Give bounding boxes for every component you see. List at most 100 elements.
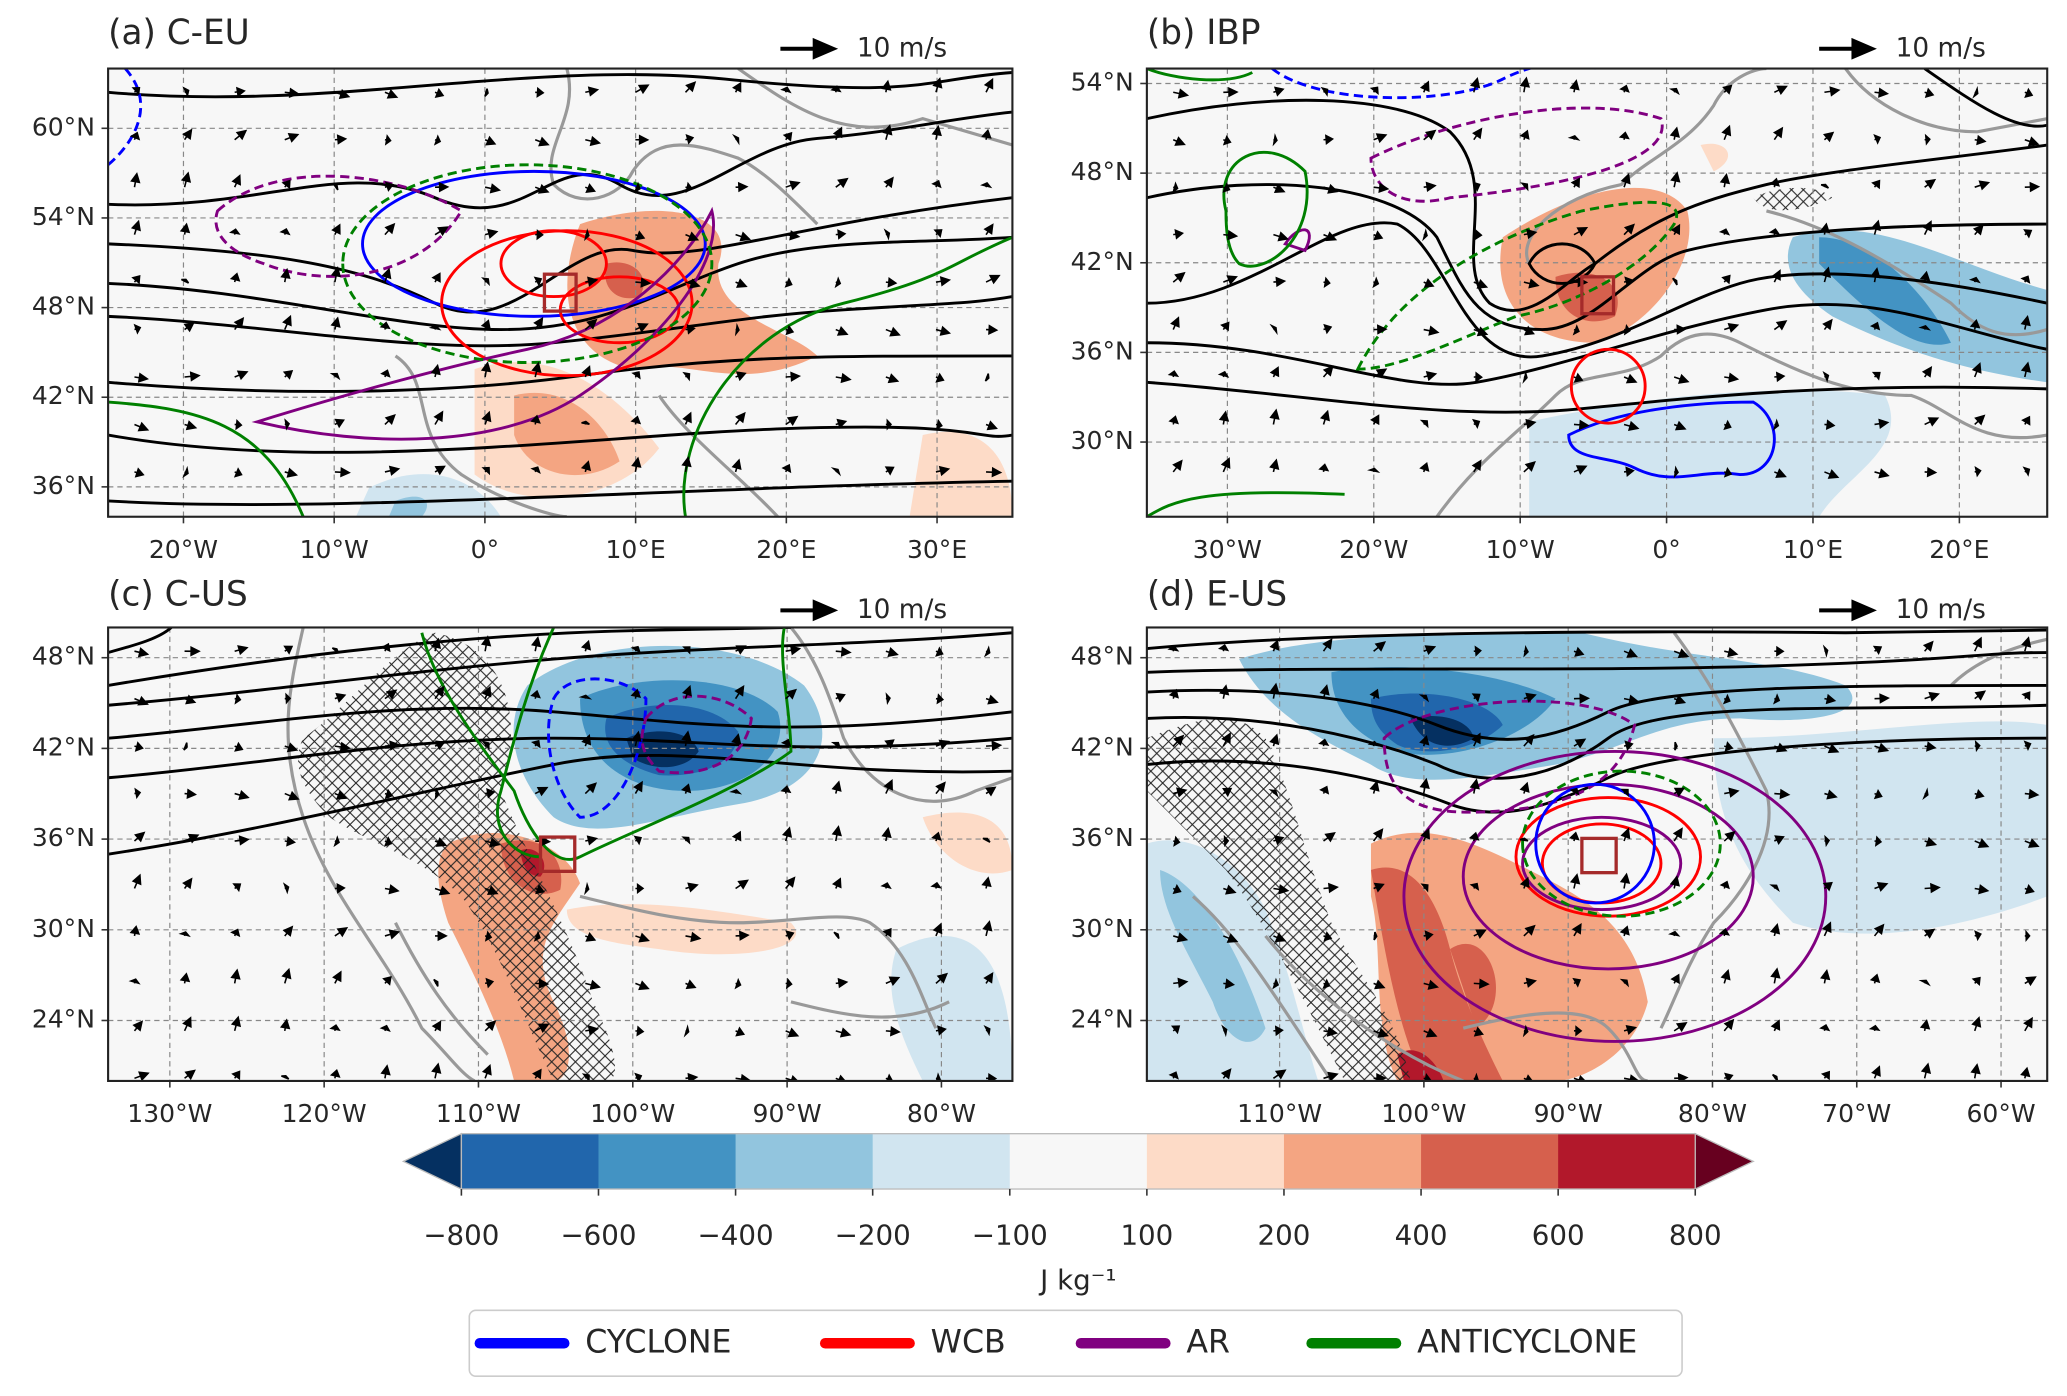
wind-vector [1820, 266, 1832, 283]
wind-vector [734, 322, 740, 337]
wind-vector [1674, 741, 1678, 751]
wind-vector [835, 177, 849, 189]
wind-vector [535, 229, 544, 241]
colorbar-tick-label: −400 [698, 1218, 774, 1251]
x-tick-label: 10°W [300, 535, 369, 564]
wind-vector [935, 781, 946, 795]
map-panel [108, 68, 1013, 517]
geopotential-contour [108, 479, 1013, 507]
wind-vector [885, 1026, 901, 1037]
wind-vector [780, 86, 792, 94]
wind-vector [384, 181, 395, 192]
wind-vector [1619, 84, 1630, 93]
wind-vector [1373, 882, 1385, 893]
wind-vector [782, 131, 793, 142]
wind-vector [535, 978, 550, 989]
wind-vector [184, 788, 197, 800]
wind-vector [1623, 1024, 1638, 1036]
feature-contour [1402, 749, 1828, 1043]
wind-vector [1974, 838, 1990, 848]
wind-vector [785, 1027, 800, 1038]
feature-contour [1146, 68, 1253, 82]
wind-vector [1573, 465, 1588, 475]
wind-vector [230, 1015, 242, 1032]
wind-vector [1820, 183, 1830, 189]
wind-vector [735, 371, 747, 382]
wind-vector [381, 267, 392, 283]
wind-vector [484, 787, 496, 799]
coastline [1435, 332, 2048, 517]
wind-vector [484, 228, 499, 239]
wind-vector [431, 1020, 442, 1032]
colorbar-tick-label: −200 [835, 1218, 911, 1251]
wind-vector [1670, 171, 1681, 188]
wind-vector [885, 277, 898, 288]
wind-vector [230, 968, 241, 984]
y-tick-label: 42°N [1071, 732, 1134, 761]
wind-vector [1523, 692, 1537, 703]
wind-vector [284, 790, 300, 801]
wind-vector [533, 316, 544, 330]
wind-vector [784, 277, 793, 288]
wind-vector [380, 1064, 391, 1079]
legend-label: CYCLONE [585, 1324, 731, 1360]
field-shading [1397, 1050, 1444, 1081]
wind-vector [681, 456, 692, 473]
wind-vector [1323, 831, 1336, 843]
wind-vector [333, 835, 340, 848]
wind-vector [1974, 466, 1982, 478]
wind-vector [880, 882, 892, 890]
wind-vector [885, 418, 893, 431]
wind-vector [384, 222, 396, 236]
wind-vector [983, 1024, 991, 1037]
wind-vector [785, 180, 801, 191]
wind-vector [1423, 181, 1437, 193]
wind-vector [534, 786, 549, 797]
wind-vector [1918, 324, 1932, 331]
wind-vector [682, 646, 691, 655]
wind-vector [1419, 462, 1430, 473]
wind-vector [1273, 183, 1286, 194]
wind-vector [434, 740, 446, 751]
legend-label: ANTICYCLONE [1417, 1324, 1637, 1360]
y-tick-label: 36°N [32, 823, 95, 852]
wind-vector [284, 132, 300, 143]
wind-vector [1724, 787, 1740, 798]
wind-vector [1269, 366, 1280, 378]
wind-vector [1220, 321, 1230, 332]
y-tick-label: 48°N [1071, 157, 1134, 186]
wind-vector [330, 266, 342, 283]
wind-vector [931, 124, 942, 140]
wind-vector [835, 646, 852, 657]
wind-vector [1874, 693, 1890, 704]
x-tick-label: 90°W [1534, 1099, 1603, 1128]
wind-vector [184, 833, 200, 844]
colorbar-segment [872, 1133, 1011, 1190]
colorbar-segment [1558, 1133, 1696, 1190]
wind-vector [178, 931, 191, 938]
wind-vector [1473, 326, 1489, 337]
wind-vector [935, 739, 951, 750]
wind-vector [1322, 365, 1334, 378]
wind-vector [630, 645, 641, 654]
wind-vector [885, 326, 901, 337]
wind-vector [685, 979, 697, 990]
wind-vector [233, 467, 243, 478]
wind-vector [182, 1016, 192, 1032]
wind-vector [1872, 645, 1883, 656]
wind-vector [1723, 419, 1732, 431]
wind-vector [1273, 86, 1285, 97]
coastline [394, 354, 567, 517]
wind-vector [134, 695, 149, 706]
wind-vector [785, 415, 799, 426]
wind-vector [1824, 693, 1837, 705]
wind-vector [884, 739, 895, 750]
wind-vector [433, 410, 444, 425]
wind-vector [484, 930, 493, 942]
wind-vector [182, 877, 193, 890]
wind-vector [735, 645, 747, 655]
wind-vector [132, 1020, 144, 1032]
wind-vector [130, 172, 141, 188]
wind-vector [1473, 1072, 1479, 1081]
x-tick-label: 60°W [1966, 1099, 2035, 1128]
